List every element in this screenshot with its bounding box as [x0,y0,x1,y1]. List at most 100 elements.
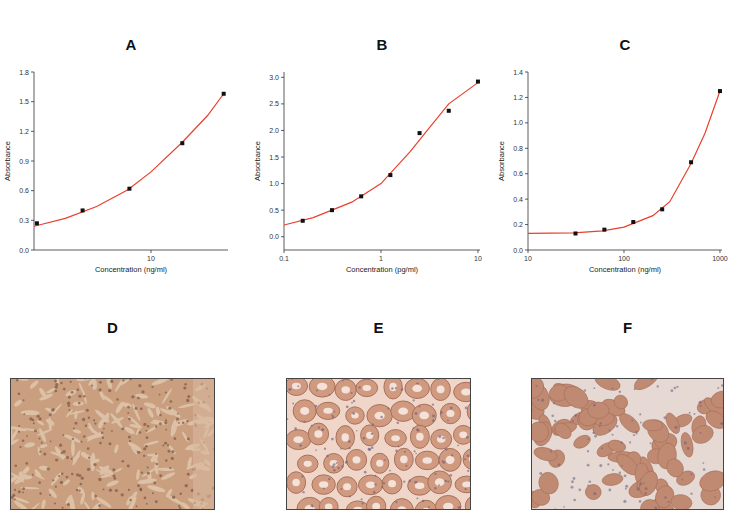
nucleus [159,414,162,417]
x-axis-line [284,250,480,251]
nucleus [103,488,105,490]
sinusoid [65,409,73,418]
nucleus [88,416,90,418]
nucleus [631,419,633,421]
cell-nest [531,378,548,402]
lumen [446,410,454,417]
tubule [361,425,379,446]
lumen [412,385,422,392]
lumen [343,483,351,490]
nucleus [164,421,167,424]
nucleus [687,447,690,450]
nucleus [78,489,80,491]
nucleus [351,392,353,394]
nucleus [71,473,73,475]
panel-letter: A [126,36,137,53]
nucleus [550,450,552,452]
nucleus [447,480,449,482]
sinusoid [18,471,25,482]
nucleus [663,416,666,419]
nucleus [345,461,348,464]
nucleus [54,390,57,393]
cell-nest [703,407,724,432]
lumen [342,433,349,441]
nucleus [563,506,565,508]
sinusoid [186,456,192,470]
x-tick-label: 10 [524,255,532,262]
tubule [454,382,471,401]
nucleus [408,480,411,483]
nucleus [98,504,101,507]
nucleus [162,445,164,447]
nucleus [336,462,338,464]
nucleus [32,474,34,476]
sinusoid [143,401,156,409]
tubule [293,400,316,423]
lumen [375,412,385,420]
nucleus [176,418,179,421]
nucleus [171,457,174,460]
nucleus [440,411,443,414]
nucleus [310,504,313,507]
cell-nest [593,378,623,394]
nucleus [78,402,81,405]
nucleus [171,450,174,453]
nucleus [129,440,131,442]
cell-nest [670,493,693,510]
nucleus [304,421,306,423]
sinusoid [89,501,103,510]
y-tick [281,157,284,158]
x-axis-title: Concentration (ng/ml) [589,265,662,274]
nucleus [18,392,21,395]
data-point [35,221,39,225]
nucleus [68,395,71,398]
nucleus [401,388,404,391]
x-tick [150,250,151,253]
lumen [437,385,445,393]
tubule [412,404,436,426]
x-tick-label: 1000 [712,255,728,262]
nucleus [116,398,118,400]
cell-nest [532,445,558,463]
nucleus [445,448,447,450]
tubule [366,496,385,510]
nucleus [88,456,90,458]
sinusoid [38,393,53,402]
nucleus [78,394,81,397]
nucleus [159,394,161,396]
y-tick [31,250,34,251]
sinusoid [157,468,175,472]
tubule [286,430,311,450]
nucleus [323,487,325,489]
nucleus [147,425,150,428]
fit-curve [34,94,224,227]
nucleus [75,422,78,425]
tubule [455,476,471,493]
nucleus [32,419,34,421]
data-point [476,80,480,84]
nucleus [14,464,17,467]
sinusoid [62,433,82,444]
nucleus [55,458,58,461]
nucleus [151,386,153,388]
nucleus [619,471,621,473]
nucleus [395,501,397,503]
tubule [287,472,306,494]
nucleus [417,429,420,432]
sinusoid [82,390,88,405]
nucleus [636,433,638,435]
nucleus [102,437,104,439]
nucleus [342,380,344,382]
nucleus [331,415,333,417]
nucleus [395,449,398,452]
nucleus [447,420,449,422]
nucleus [70,381,72,383]
data-point [301,219,305,223]
sinusoid [50,450,70,459]
cell-nest [636,468,661,498]
nucleus [351,402,353,404]
nucleus [464,458,466,460]
sinusoid [151,378,170,387]
plot-data [34,92,226,227]
nucleus [41,442,43,444]
